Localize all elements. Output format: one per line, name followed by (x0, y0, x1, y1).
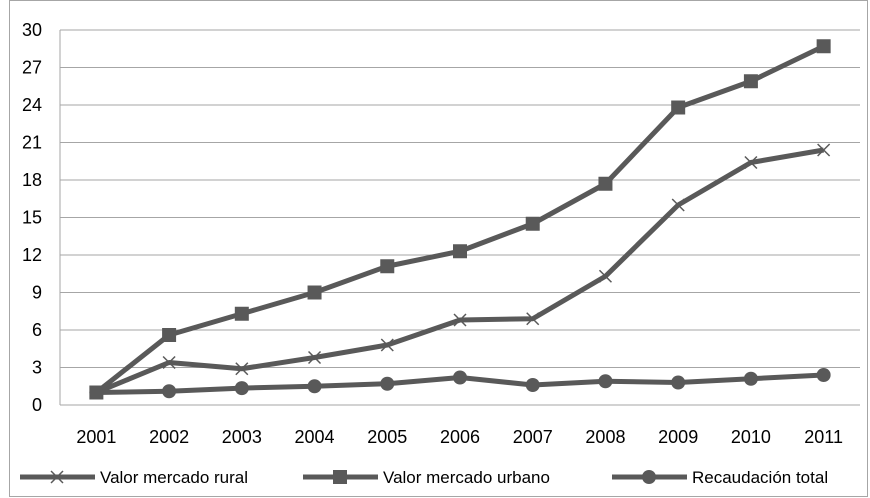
marker-circle (671, 375, 686, 390)
marker-x (671, 198, 685, 212)
legend-label: Valor mercado urbano (383, 468, 550, 487)
marker-circle (816, 368, 831, 382)
marker-x (50, 470, 64, 484)
legend-item: Valor mercado rural (20, 468, 248, 487)
marker-circle (89, 385, 104, 400)
marker-x-stroke (817, 143, 831, 157)
marker-square (671, 100, 686, 115)
y-tick-label: 27 (22, 58, 42, 78)
marker-circle (642, 470, 656, 484)
x-tick-label: 2006 (440, 427, 480, 447)
marker-circle (743, 371, 758, 386)
legend: Valor mercado rural Valor mercado urbano R… (20, 468, 828, 487)
y-tick-label: 6 (32, 320, 42, 340)
marker-x (744, 155, 758, 170)
legend-item: Recaudación total (612, 468, 828, 487)
series-circle (89, 368, 831, 400)
x-tick-label: 2005 (367, 427, 407, 447)
marker-circle (525, 378, 540, 392)
x-axis: 2001 2002 2003 2004 2005 2006 2007 2008 2009 2010… (76, 427, 843, 447)
x-tick-label: 2008 (585, 427, 625, 447)
marker-x-stroke (453, 313, 467, 327)
x-tick-label: 2009 (658, 427, 698, 447)
y-tick-label: 9 (32, 283, 42, 303)
marker-x (526, 312, 540, 326)
y-tick-label: 21 (22, 133, 42, 153)
marker-square (743, 74, 758, 89)
y-tick-label: 3 (32, 358, 42, 378)
marker-square (162, 328, 177, 342)
marker-square (307, 285, 322, 300)
marker-x-stroke (235, 362, 249, 376)
marker-circle (453, 370, 467, 385)
series-group (89, 39, 831, 400)
marker-circle (234, 381, 249, 396)
y-tick-label: 15 (22, 208, 42, 228)
marker-x-stroke (598, 269, 612, 283)
marker-circle (162, 384, 177, 399)
legend-label: Valor mercado rural (100, 468, 248, 487)
marker-x-stroke (744, 155, 758, 170)
x-tick-label: 2003 (222, 427, 262, 447)
x-tick-label: 2010 (731, 427, 771, 447)
x-tick-label: 2007 (513, 427, 553, 447)
marker-x-stroke (162, 355, 176, 370)
marker-x (453, 313, 467, 327)
y-tick-label: 12 (22, 245, 42, 265)
marker-square (234, 306, 249, 321)
y-tick-label: 30 (22, 20, 42, 40)
legend-label: Recaudación total (692, 468, 828, 487)
y-tick-label: 0 (32, 395, 42, 415)
marker-square (380, 259, 395, 274)
marker-square (333, 470, 347, 484)
marker-square (453, 244, 467, 259)
marker-x-stroke (308, 350, 322, 365)
y-tick-label: 18 (22, 170, 42, 190)
x-tick-label: 2001 (76, 427, 116, 447)
marker-x (308, 350, 322, 365)
marker-x (380, 338, 394, 352)
marker-x (162, 355, 176, 370)
x-tick-label: 2002 (149, 427, 189, 447)
y-tick-label: 24 (22, 95, 42, 115)
x-tick-label: 2004 (295, 427, 335, 447)
marker-x (598, 269, 612, 283)
x-tick-label: 2011 (804, 427, 843, 447)
marker-square (816, 39, 831, 54)
y-axis: 0 3 6 9 12 15 18 21 24 27 30 (22, 20, 61, 415)
legend-item: Valor mercado urbano (303, 468, 550, 487)
marker-x-stroke (526, 312, 540, 326)
marker-x-stroke (380, 338, 394, 352)
marker-x (235, 362, 249, 376)
marker-circle (307, 379, 322, 394)
marker-circle (598, 374, 613, 389)
chart-frame (9, 0, 868, 497)
marker-x-stroke (671, 198, 685, 212)
marker-square (525, 216, 540, 231)
marker-circle (380, 376, 395, 391)
marker-square (598, 176, 613, 191)
marker-x (817, 143, 831, 157)
marker-x-stroke (50, 470, 64, 484)
